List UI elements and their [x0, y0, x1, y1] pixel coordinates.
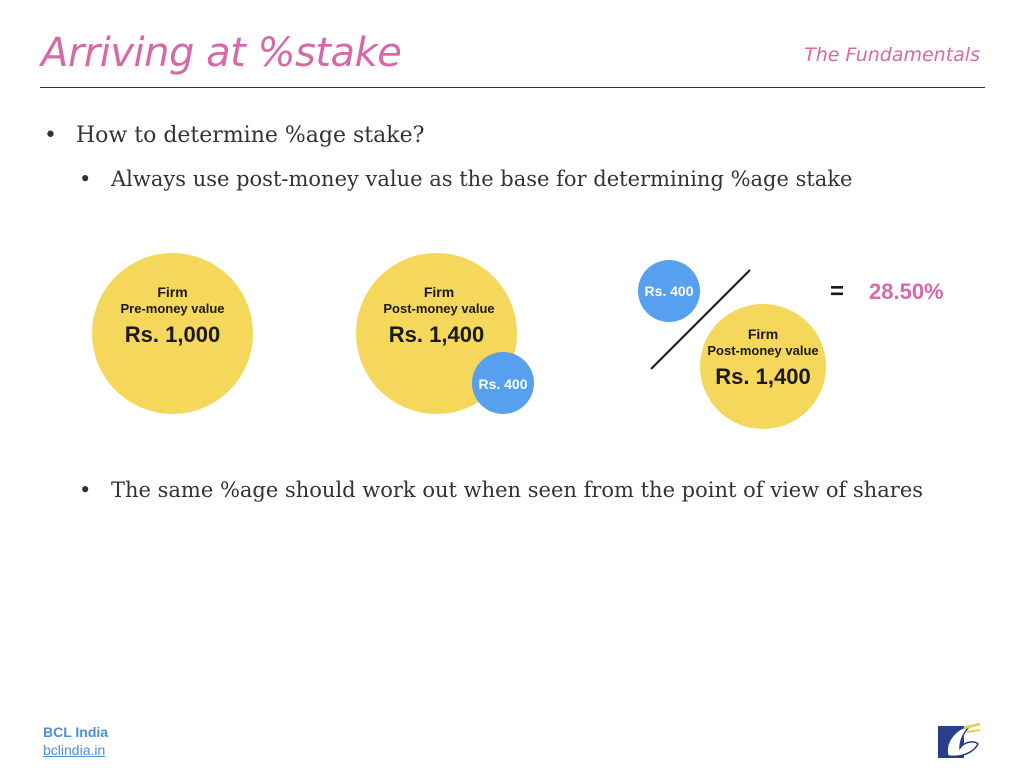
bullet-dot: •	[44, 123, 57, 148]
footer-company: BCL India	[43, 724, 109, 740]
section-label: The Fundamentals	[804, 44, 980, 66]
pre-money-firm-label: Firm	[157, 284, 188, 300]
pre-money-value: Rs. 1,000	[124, 322, 221, 347]
investment-value: Rs. 400	[478, 376, 528, 392]
numerator-value: Rs. 400	[644, 283, 694, 299]
post-money-sub-label: Post-money value	[383, 301, 495, 316]
bullet-text: How to determine %age stake?	[76, 123, 425, 148]
post-money-firm-label: Firm	[423, 284, 455, 300]
slide-title: Arriving at %stake	[41, 30, 402, 76]
stake-result: 28.50%	[869, 279, 944, 304]
denominator-firm-label: Firm	[747, 326, 779, 342]
investment-circle	[472, 352, 534, 414]
denominator-value: Rs. 1,400	[715, 364, 811, 389]
pre-money-sub-label: Pre-money value	[120, 301, 225, 316]
bullet-dot: •	[79, 167, 92, 191]
post-money-value: Rs. 1,400	[388, 322, 485, 347]
denominator-sub-label: Post-money value	[707, 343, 819, 358]
pre-money-circle	[92, 253, 253, 414]
bullet-dot: •	[79, 478, 92, 502]
bcl-logo-icon	[938, 722, 981, 758]
footer-website-link[interactable]: bclindia.in	[43, 742, 106, 758]
bullet-text: The same %age should work out when seen …	[111, 478, 924, 502]
bullet-text: Always use post-money value as the base …	[111, 167, 853, 191]
denominator-circle	[700, 304, 826, 429]
title-divider	[40, 87, 985, 88]
equals-sign: =	[830, 278, 845, 305]
numerator-circle	[638, 260, 700, 322]
